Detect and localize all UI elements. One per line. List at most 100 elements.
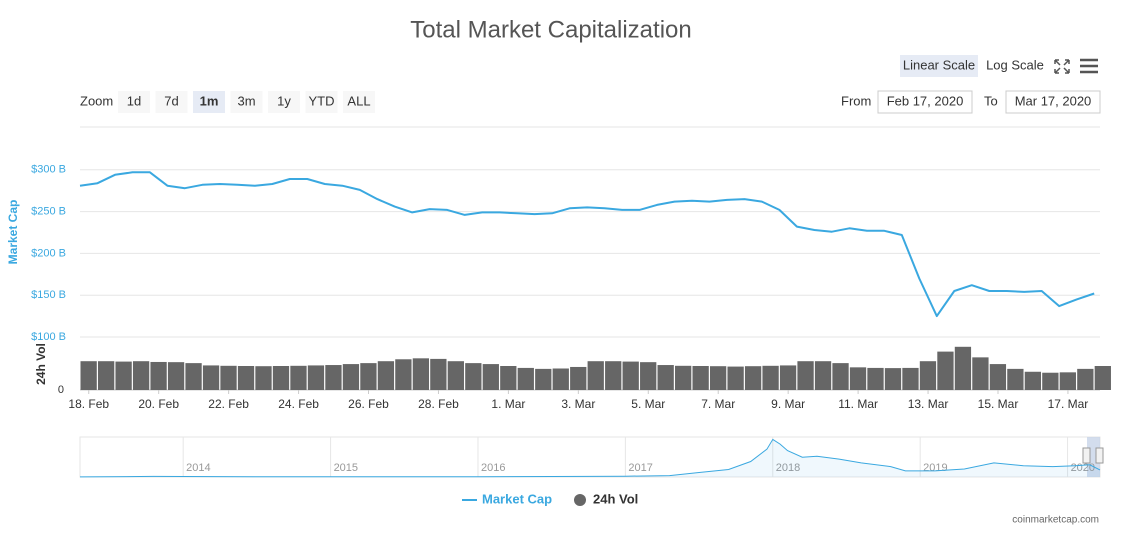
fullscreen-icon[interactable]	[1054, 59, 1070, 74]
scale-button[interactable]	[900, 55, 978, 77]
x-tick-label: 17. Mar	[1048, 397, 1089, 411]
volume-bar	[97, 361, 115, 390]
scale-button-label: Log Scale	[986, 57, 1044, 72]
zoom-button[interactable]	[343, 91, 375, 113]
volume-bar	[972, 357, 989, 390]
volume-bar	[255, 366, 272, 390]
volume-bar	[657, 365, 674, 390]
navigator-handle[interactable]	[1082, 447, 1091, 464]
volume-bar	[290, 365, 307, 390]
volume-bar	[325, 365, 342, 390]
market-cap-line	[79, 171, 1095, 318]
to-label: To	[984, 93, 998, 108]
volume-bar	[150, 361, 167, 390]
volume-bar	[919, 361, 937, 390]
volume-bar	[1077, 368, 1094, 390]
volume-bar	[360, 363, 377, 390]
legend-marker	[574, 494, 586, 506]
volume-bar	[1042, 372, 1059, 390]
x-tick-label: 15. Mar	[978, 397, 1019, 411]
to-input[interactable]	[1005, 90, 1101, 114]
navigator-line	[79, 438, 1101, 478]
x-tick-label: 22. Feb	[208, 397, 249, 411]
zoom-button[interactable]	[268, 91, 300, 113]
x-tick-label: 28. Feb	[418, 397, 459, 411]
volume-bar	[465, 363, 482, 390]
volume-bar	[989, 364, 1007, 390]
from-input[interactable]	[877, 90, 973, 114]
volume-bar	[640, 362, 657, 390]
x-tick-label: 13. Mar	[908, 397, 949, 411]
volume-bar	[482, 364, 499, 390]
scale-button-label: Linear Scale	[903, 57, 975, 72]
volume-bar	[570, 366, 587, 390]
zoom-button-label: 1m	[200, 93, 219, 108]
volume-bar	[412, 358, 430, 390]
volume-bar	[517, 367, 534, 390]
volume-bar	[849, 367, 867, 390]
volume-bar	[220, 365, 237, 390]
navigator-handle[interactable]	[1095, 447, 1104, 464]
navigator-tick-label: 2014	[186, 462, 210, 474]
volume-bar	[447, 361, 464, 390]
y2-axis-title: 24h Vol	[34, 343, 48, 385]
zoom-button-label: 1d	[127, 93, 141, 108]
x-tick-label: 9. Mar	[771, 397, 805, 411]
x-tick-label: 1. Mar	[491, 397, 525, 411]
volume-bar	[132, 361, 150, 390]
volume-bar	[814, 361, 832, 390]
y-tick-label: $250 B	[31, 206, 66, 218]
menu-icon[interactable]	[1080, 58, 1098, 74]
volume-bar	[744, 366, 762, 390]
volume-bar	[395, 359, 412, 390]
y-axis-title: Market Cap	[6, 200, 20, 265]
zoom-label: Zoom	[80, 93, 113, 108]
credit: coinmarketcap.com	[1012, 515, 1099, 526]
volume-bar	[797, 361, 814, 390]
volume-bar	[884, 368, 902, 390]
x-tick-label: 20. Feb	[138, 397, 179, 411]
volume-bar	[307, 365, 325, 390]
volume-bar	[115, 361, 132, 390]
navigator-tick-label: 2016	[481, 462, 505, 474]
zoom-button[interactable]	[230, 91, 263, 113]
navigator-selection[interactable]	[1087, 437, 1100, 477]
zoom-button[interactable]	[305, 91, 338, 113]
volume-bar	[1007, 368, 1024, 390]
volume-bar	[430, 358, 447, 390]
zoom-button-label: 3m	[237, 93, 255, 108]
y-tick-label: $300 B	[31, 164, 66, 176]
zoom-button[interactable]	[118, 91, 150, 113]
volume-bar	[832, 363, 849, 390]
volume-bar	[500, 366, 517, 390]
volume-bar	[709, 366, 727, 390]
volume-bar	[762, 365, 779, 390]
chart-title: Total Market Capitalization	[410, 16, 691, 43]
legend-label[interactable]: Market Cap	[482, 491, 552, 506]
volume-bar	[80, 361, 97, 390]
from-value: Feb 17, 2020	[887, 93, 964, 108]
volume-bar	[867, 367, 884, 390]
zoom-button[interactable]	[155, 91, 188, 113]
volume-bar	[727, 366, 744, 390]
legend-label[interactable]: 24h Vol	[593, 491, 638, 506]
x-tick-label: 3. Mar	[561, 397, 595, 411]
volume-bar	[587, 361, 604, 390]
volume-bar	[167, 362, 185, 390]
zoom-button-label: YTD	[309, 93, 335, 108]
y-tick-label: $200 B	[31, 247, 66, 259]
scale-button[interactable]	[982, 55, 1048, 77]
volume-bar	[605, 361, 622, 390]
navigator-area	[80, 439, 1100, 477]
volume-bar	[954, 346, 972, 390]
volume-bar	[675, 365, 692, 390]
zoom-button-label: ALL	[347, 93, 370, 108]
volume-bar	[202, 365, 220, 390]
volume-bar	[237, 366, 255, 390]
zoom-button[interactable]	[193, 91, 225, 113]
volume-bar	[779, 365, 797, 390]
volume-bar	[185, 363, 202, 390]
x-tick-label: 18. Feb	[68, 397, 109, 411]
volume-bar	[622, 361, 639, 390]
